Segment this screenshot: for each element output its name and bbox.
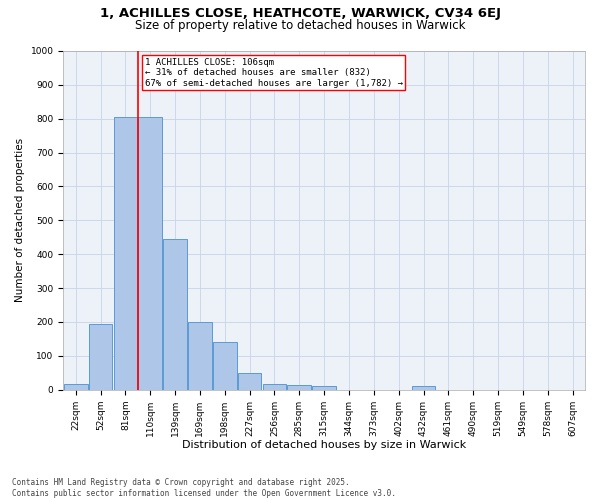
Bar (113, 117, 137, 390)
Bar (287, 386, 311, 390)
Bar (163, 239, 187, 390)
Bar (213, 342, 236, 390)
Text: Contains HM Land Registry data © Crown copyright and database right 2025.
Contai: Contains HM Land Registry data © Crown c… (12, 478, 396, 498)
Text: 1 ACHILLES CLOSE: 106sqm
← 31% of detached houses are smaller (832)
67% of semi-: 1 ACHILLES CLOSE: 106sqm ← 31% of detach… (145, 58, 403, 88)
Y-axis label: Number of detached properties: Number of detached properties (15, 138, 25, 302)
Bar (412, 386, 436, 390)
Bar (188, 322, 212, 390)
Bar (238, 373, 262, 390)
Bar (263, 384, 286, 390)
X-axis label: Distribution of detached houses by size in Warwick: Distribution of detached houses by size … (182, 440, 466, 450)
Bar (139, 117, 162, 390)
Bar (313, 386, 336, 390)
Bar (64, 384, 88, 390)
Text: Size of property relative to detached houses in Warwick: Size of property relative to detached ho… (135, 19, 465, 32)
Bar (89, 324, 112, 390)
Text: 1, ACHILLES CLOSE, HEATHCOTE, WARWICK, CV34 6EJ: 1, ACHILLES CLOSE, HEATHCOTE, WARWICK, C… (100, 8, 500, 20)
